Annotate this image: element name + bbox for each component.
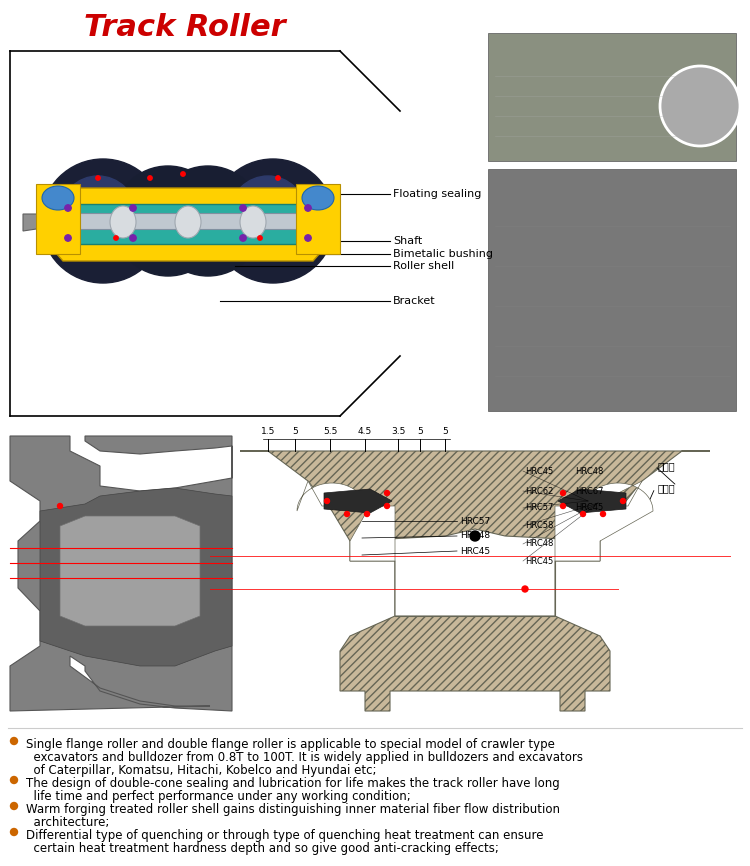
Polygon shape bbox=[297, 481, 395, 561]
Text: 5: 5 bbox=[292, 427, 298, 436]
Polygon shape bbox=[324, 489, 392, 513]
Text: Bimetalic bushing: Bimetalic bushing bbox=[393, 249, 493, 259]
Text: Single flange roller and double flange roller is applicable to special model of : Single flange roller and double flange r… bbox=[26, 738, 555, 751]
Bar bbox=[46, 213, 330, 229]
Text: 加热线: 加热线 bbox=[658, 483, 676, 493]
Bar bbox=[488, 33, 736, 161]
Circle shape bbox=[240, 204, 246, 211]
Circle shape bbox=[130, 235, 136, 242]
Polygon shape bbox=[240, 451, 710, 711]
Text: HRC45: HRC45 bbox=[460, 546, 490, 555]
Circle shape bbox=[96, 176, 100, 180]
Text: 4.5: 4.5 bbox=[358, 427, 372, 436]
Circle shape bbox=[64, 235, 71, 242]
Circle shape bbox=[601, 512, 605, 516]
Text: Bracket: Bracket bbox=[393, 296, 436, 306]
Text: HRC45: HRC45 bbox=[525, 557, 554, 565]
Bar bbox=[488, 169, 736, 411]
Text: excavators and bulldozer from 0.8T to 100T. It is widely applied in bulldozers a: excavators and bulldozer from 0.8T to 10… bbox=[26, 751, 583, 764]
Text: HRC58: HRC58 bbox=[525, 521, 554, 531]
Text: 1.5: 1.5 bbox=[261, 427, 275, 436]
Circle shape bbox=[113, 166, 223, 276]
Circle shape bbox=[10, 803, 17, 810]
Circle shape bbox=[181, 171, 185, 176]
Polygon shape bbox=[48, 188, 328, 261]
Text: 5: 5 bbox=[417, 427, 423, 436]
Text: HRC48: HRC48 bbox=[575, 467, 603, 475]
Polygon shape bbox=[558, 489, 626, 513]
Text: Differential type of quenching or through type of quenching heat treatment can e: Differential type of quenching or throug… bbox=[26, 829, 544, 842]
Circle shape bbox=[114, 236, 118, 240]
Polygon shape bbox=[40, 488, 232, 666]
Circle shape bbox=[10, 738, 17, 745]
Text: HRC57: HRC57 bbox=[525, 503, 554, 513]
Bar bbox=[232, 430, 742, 726]
Text: HRC62: HRC62 bbox=[525, 487, 554, 495]
Text: Track Roller: Track Roller bbox=[84, 14, 286, 42]
Text: of Caterpillar, Komatsu, Hitachi, Kobelco and Hyundai etc;: of Caterpillar, Komatsu, Hitachi, Kobelc… bbox=[26, 764, 376, 777]
Polygon shape bbox=[70, 204, 306, 244]
Circle shape bbox=[10, 777, 17, 784]
Circle shape bbox=[385, 503, 389, 508]
Text: 5.5: 5.5 bbox=[322, 427, 338, 436]
Circle shape bbox=[148, 176, 152, 180]
Text: HRC67: HRC67 bbox=[575, 487, 604, 495]
Circle shape bbox=[325, 499, 329, 503]
Circle shape bbox=[41, 159, 165, 283]
Circle shape bbox=[240, 235, 246, 242]
Text: certain heat treatment hardness depth and so give good anti-cracking effects;: certain heat treatment hardness depth an… bbox=[26, 842, 499, 855]
Text: 3.5: 3.5 bbox=[391, 427, 405, 436]
Circle shape bbox=[580, 512, 586, 516]
Text: 淡火线: 淡火线 bbox=[658, 461, 676, 471]
Ellipse shape bbox=[175, 206, 201, 238]
Text: HRC45: HRC45 bbox=[525, 467, 554, 475]
Circle shape bbox=[304, 204, 311, 211]
Ellipse shape bbox=[240, 206, 266, 238]
Circle shape bbox=[620, 499, 626, 503]
Text: HRC48: HRC48 bbox=[460, 532, 490, 540]
Circle shape bbox=[304, 235, 311, 242]
Circle shape bbox=[276, 176, 280, 180]
Circle shape bbox=[385, 490, 389, 495]
Ellipse shape bbox=[110, 206, 136, 238]
Text: architecture;: architecture; bbox=[26, 816, 109, 829]
Text: The design of double-cone sealing and lubrication for life makes the track rolle: The design of double-cone sealing and lu… bbox=[26, 777, 560, 790]
Polygon shape bbox=[555, 481, 653, 561]
Circle shape bbox=[58, 503, 62, 508]
Text: Floating sealing: Floating sealing bbox=[393, 189, 482, 199]
Text: 5: 5 bbox=[442, 427, 448, 436]
Ellipse shape bbox=[42, 186, 74, 210]
Polygon shape bbox=[296, 184, 340, 254]
Circle shape bbox=[522, 586, 528, 592]
Polygon shape bbox=[395, 561, 555, 616]
Circle shape bbox=[364, 512, 370, 516]
Circle shape bbox=[60, 176, 136, 252]
Circle shape bbox=[64, 204, 71, 211]
Circle shape bbox=[230, 176, 306, 252]
Circle shape bbox=[10, 829, 17, 836]
Circle shape bbox=[211, 159, 335, 283]
Text: Warm forging treated roller shell gains distinguishing inner material fiber flow: Warm forging treated roller shell gains … bbox=[26, 803, 560, 816]
Text: Roller shell: Roller shell bbox=[393, 261, 454, 271]
Polygon shape bbox=[350, 529, 600, 616]
Polygon shape bbox=[23, 214, 43, 231]
Circle shape bbox=[560, 503, 566, 508]
Ellipse shape bbox=[302, 186, 334, 210]
Circle shape bbox=[344, 512, 350, 516]
Text: life time and perfect performance under any working condition;: life time and perfect performance under … bbox=[26, 790, 411, 803]
Circle shape bbox=[130, 204, 136, 211]
Text: HRC45: HRC45 bbox=[575, 503, 603, 513]
Text: HRC48: HRC48 bbox=[525, 540, 554, 548]
Text: HRC57: HRC57 bbox=[460, 516, 490, 526]
Polygon shape bbox=[60, 516, 200, 626]
Circle shape bbox=[470, 531, 480, 541]
Circle shape bbox=[560, 490, 566, 495]
Circle shape bbox=[258, 236, 262, 240]
Circle shape bbox=[660, 66, 740, 146]
Polygon shape bbox=[36, 184, 80, 254]
Polygon shape bbox=[10, 436, 232, 711]
Text: Shaft: Shaft bbox=[393, 236, 422, 246]
Circle shape bbox=[153, 166, 263, 276]
